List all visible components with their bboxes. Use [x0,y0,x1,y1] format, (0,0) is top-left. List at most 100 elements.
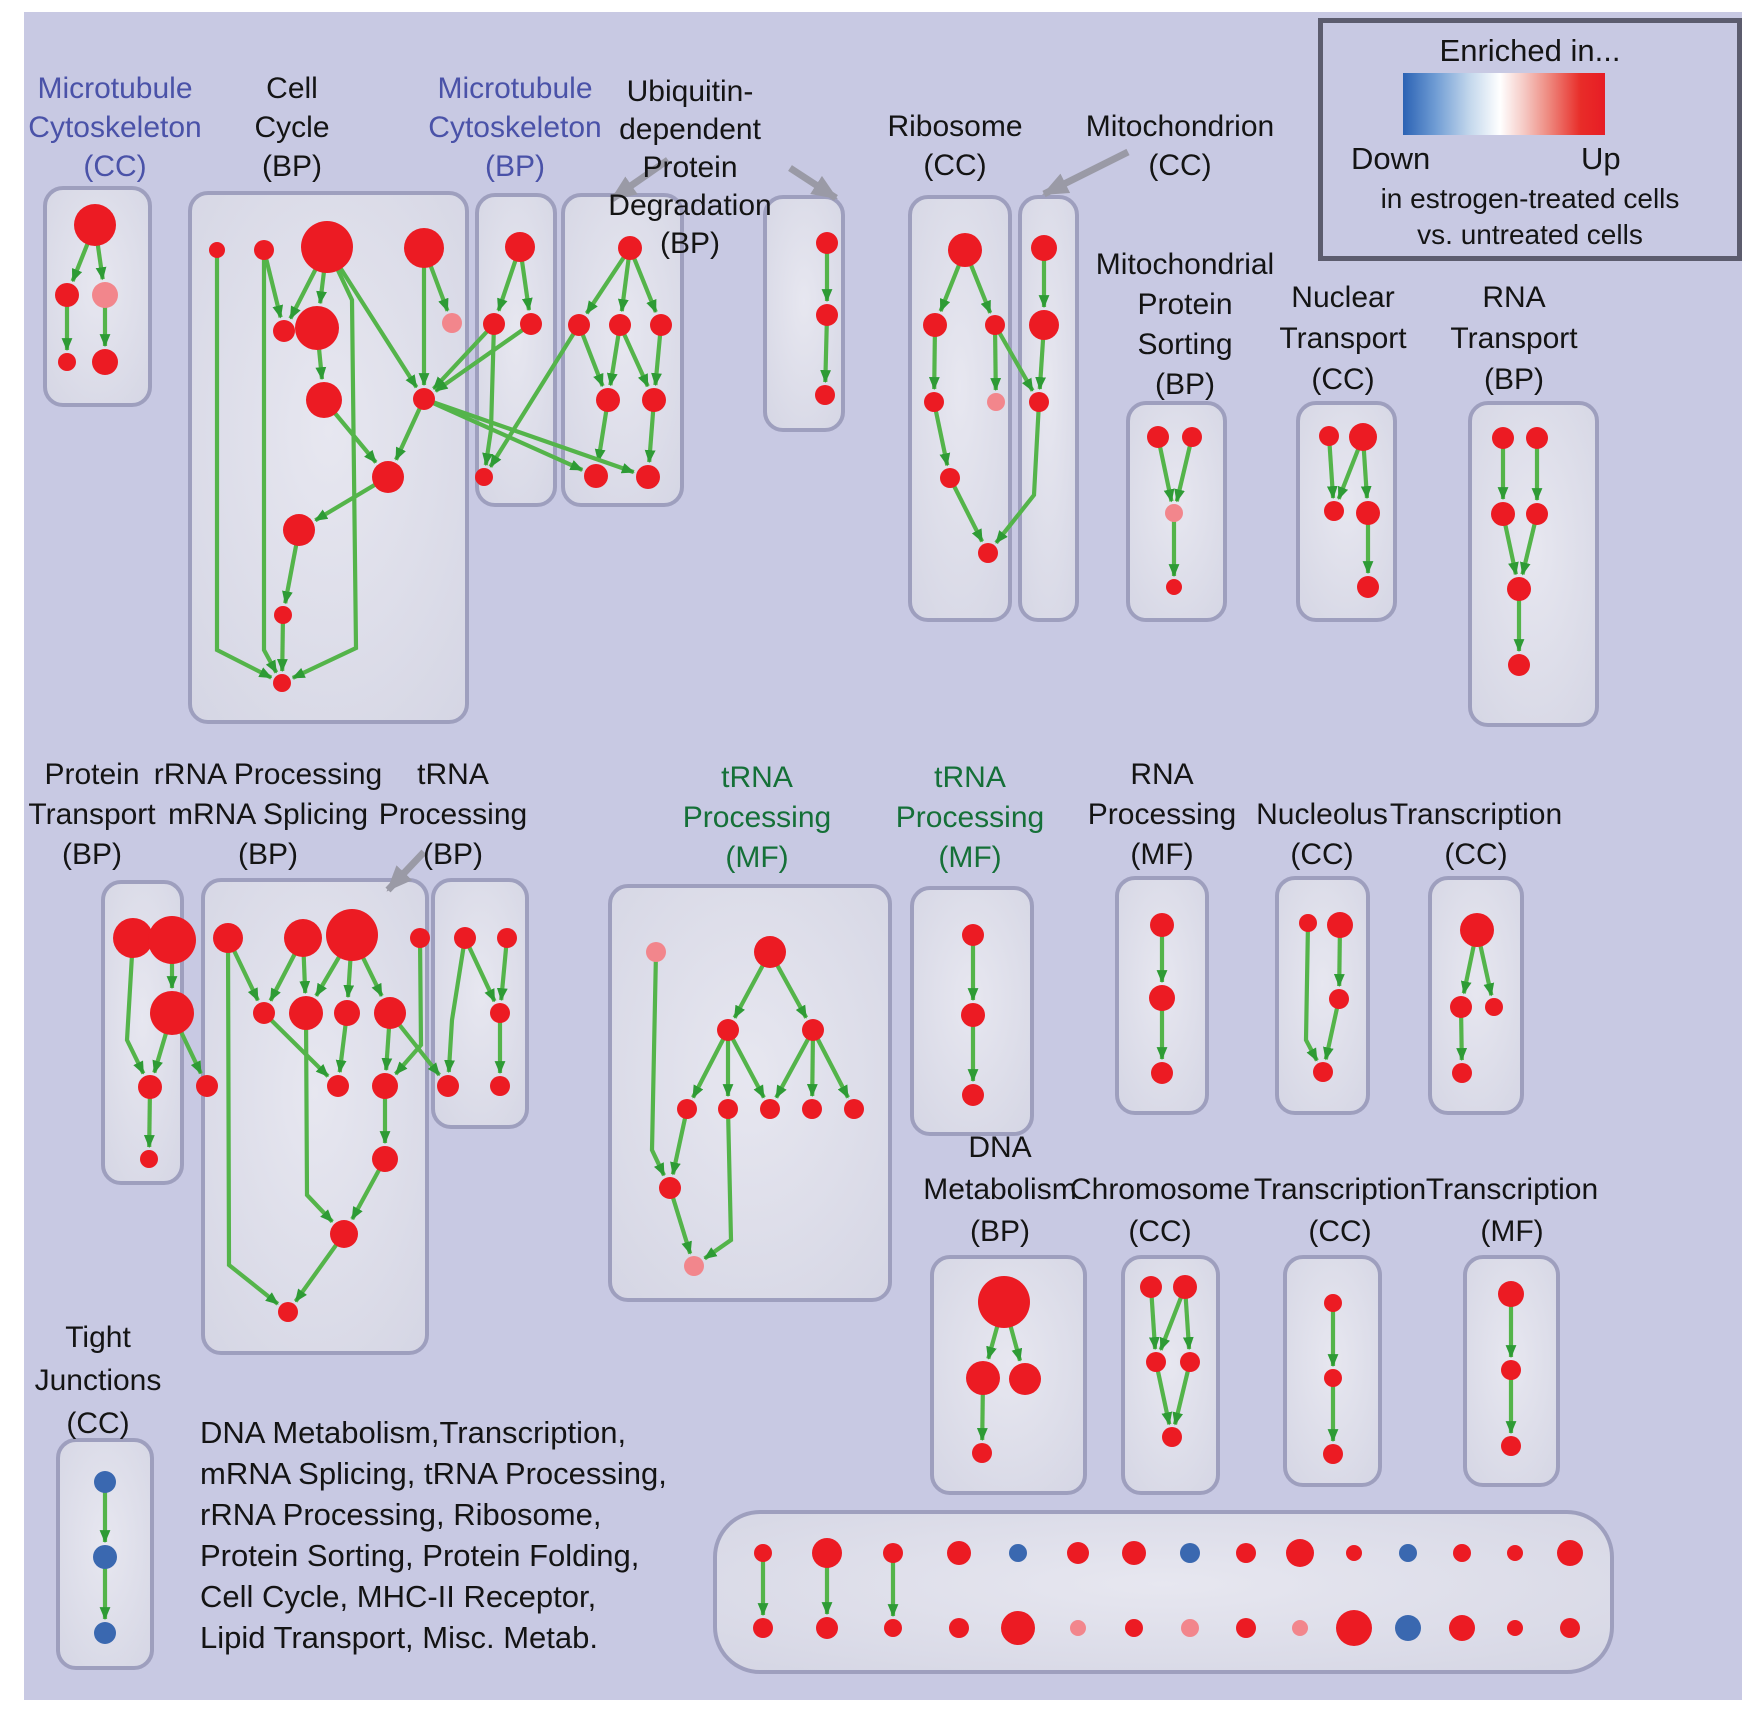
node-rrna-r1 [213,923,243,953]
node-rna_mf-k2 [1149,985,1175,1011]
node-ubiq_b-v3 [815,385,835,405]
node-mixed_bottom-a2l [816,1617,838,1639]
node-ubiq_a-u8 [636,465,660,489]
node-prot_trans-p5 [140,1150,158,1168]
edge [670,1108,690,1176]
node-rrna-r2 [284,919,322,957]
node-trna_mf2-h2 [961,1003,985,1027]
arrow-mitochondrion [1042,148,1130,198]
node-mixed_bottom-a8l [1181,1619,1199,1637]
node-mt_bp-m3 [520,313,542,335]
node-prot_trans-p3 [150,991,194,1035]
node-ubiq_a-u1 [618,236,642,260]
edge [225,937,280,1306]
node-mixed_bottom-a4l [949,1618,969,1638]
edge [820,314,832,384]
node-tight_junctions-j2 [93,1545,117,1569]
edge [261,249,284,319]
cluster-label-microtubule-cytoskeleton-cc: Microtubule Cytoskeleton (CC) [28,71,202,183]
node-mixed_bottom-a14l [1507,1620,1523,1636]
node-trna_mf-g4 [802,1019,824,1041]
node-mixed_bottom-a11l [1336,1610,1372,1646]
cluster-label-trna-processing-bp: tRNA Processing (BP) [378,758,528,871]
cluster-label-rna-processing-mf: RNA Processing (MF) [1087,758,1237,871]
node-dna_metab-d3 [1009,1363,1041,1395]
node-rrna-r0 [196,1075,218,1097]
node-dna_metab-d4 [972,1443,992,1463]
node-rna_trans-q3 [1491,502,1515,526]
node-mixed_bottom-a1l [753,1618,773,1638]
edge [496,937,510,1002]
node-mixed_bottom-a10u [1286,1539,1314,1567]
cluster-label-rna-transport-bp: RNA Transport (BP) [1450,280,1578,396]
node-mito_sort-s3 [1165,504,1183,522]
edge [691,1029,730,1099]
node-nuc_trans-t4 [1356,501,1380,525]
node-rrna-r8 [374,997,406,1029]
arrow-trna-bp [385,849,427,893]
node-mixed_bottom-a2u [812,1538,842,1568]
cluster-label-rrna-processing-mrna-splicing-bp: rRNA Processing mRNA Splicing (BP) [153,758,383,871]
edge [806,1029,818,1098]
node-nuc_trans-t3 [1324,501,1344,521]
edge [774,1028,815,1099]
node-trna_mf2-h3 [962,1084,984,1106]
node-nuc_trans-t2 [1349,423,1377,451]
node-trans_cc2-tc4 [1452,1063,1472,1083]
node-nuc_trans-t5 [1357,576,1379,598]
node-cell_cycle-n5 [273,320,295,342]
node-trna_mf-f1 [677,1099,697,1119]
node-nuc_trans-t1 [1319,426,1339,446]
node-mt_cc-c [92,282,118,308]
node-mixed_bottom-a8u [1180,1543,1200,1563]
node-mito-w3 [1029,392,1049,412]
edge [291,246,359,680]
node-trans_mf-y2 [1501,1360,1521,1380]
node-rrna-r10 [372,1073,398,1099]
edge [1323,998,1342,1061]
edge [994,401,1042,545]
edge [703,1108,734,1261]
node-trna_mf-g3 [717,1019,739,1041]
node-ribosome-b6 [940,468,960,488]
node-mito_sort-s2 [1182,427,1202,447]
node-mixed_bottom-a7u [1122,1541,1146,1565]
node-trna_bp-tb1 [454,927,476,949]
node-mixed_bottom-a5l [1001,1611,1035,1645]
edge [584,246,632,315]
node-prot_trans-p2 [148,916,196,964]
legend-down-label: Down [1351,141,1431,176]
cluster-label-protein-transport-bp: Protein Transport (BP) [28,758,156,871]
node-ubiq_a-u6 [642,388,666,412]
node-tight_junctions-j3 [94,1622,116,1644]
node-rrna-r3 [326,909,378,961]
node-rrna-r9 [327,1075,349,1097]
node-ribosome-b2 [923,313,947,337]
node-chromosome-c1 [1140,1276,1162,1298]
node-rna_trans-q5 [1507,577,1531,601]
node-mixed_bottom-a7l [1125,1619,1143,1637]
node-tight_junctions-j1 [94,1471,116,1493]
edge [667,1187,693,1255]
cluster-label-nucleolus-cc: Nucleolus (CC) [1256,798,1388,871]
cluster-label-mitochondrion-cc: Mitochondrion (CC) [1085,109,1275,182]
node-rrna-r11 [372,1146,398,1172]
node-ubiq_a-u3 [609,314,631,336]
cluster-label-trna-processing-mf-1: tRNA Processing (MF) [682,761,832,874]
cluster-box-mixed_bottom [713,1510,1614,1674]
node-mixed_bottom-a13l [1449,1615,1475,1641]
node-mt_bp-m4 [475,468,493,486]
edge [948,477,984,543]
node-trna_mf-f2 [718,1099,738,1119]
legend: Enriched in... Down Up in estrogen-treat… [1318,18,1742,261]
node-trna_bp-tb3 [490,1003,510,1023]
edge [394,937,424,1076]
node-trna_mf-g5 [659,1177,681,1199]
node-ubiq_a-u5 [596,388,620,412]
node-dna_metab-d1 [978,1276,1030,1328]
node-ubiq_b-v1 [816,232,838,254]
node-rna_trans-q2 [1526,427,1548,449]
node-mixed_bottom-a5u [1009,1544,1027,1562]
node-mixed_bottom-a12l [1395,1615,1421,1641]
